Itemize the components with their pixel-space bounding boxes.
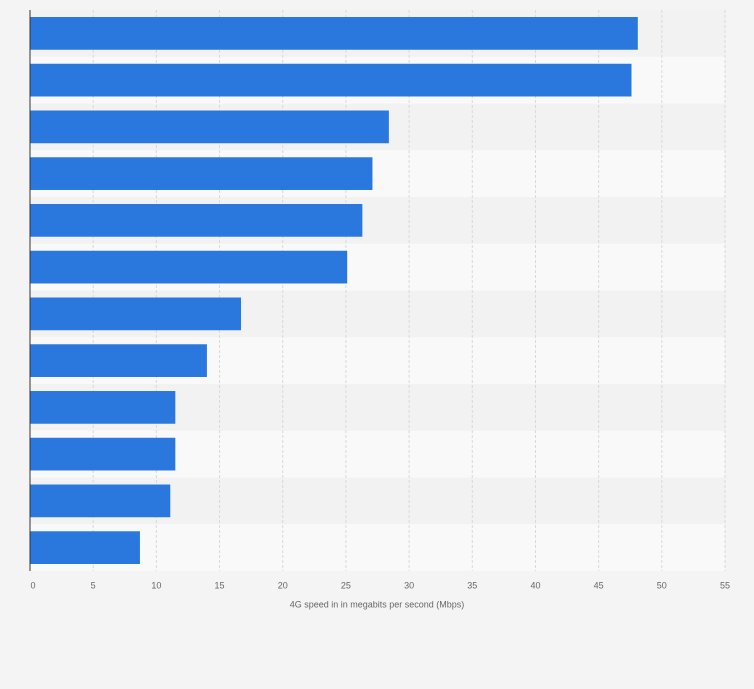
x-tick-label: 5 [91, 580, 96, 590]
bar [30, 157, 373, 190]
x-tick-label: 50 [657, 580, 667, 590]
x-tick-label: 40 [530, 580, 540, 590]
x-tick-label: 35 [467, 580, 477, 590]
bar [30, 110, 389, 144]
bar [30, 204, 363, 237]
bar [30, 484, 171, 518]
bar [30, 344, 207, 377]
bar [30, 437, 176, 471]
x-tick-label: 15 [215, 580, 225, 590]
bar [30, 391, 176, 424]
x-tick-label: 45 [594, 580, 604, 590]
bar [30, 17, 638, 50]
bar [30, 297, 242, 331]
x-tick-label: 25 [341, 580, 351, 590]
bar [30, 531, 140, 564]
x-tick-label: 55 [720, 580, 730, 590]
x-axis-label: 4G speed in in megabits per second (Mbps… [290, 599, 465, 609]
x-tick-label: 0 [30, 580, 35, 590]
x-tick-label: 10 [151, 580, 161, 590]
bar [30, 63, 632, 97]
row-background [30, 524, 725, 571]
bar [30, 250, 348, 284]
x-tick-label: 20 [278, 580, 288, 590]
x-tick-label: 30 [404, 580, 414, 590]
